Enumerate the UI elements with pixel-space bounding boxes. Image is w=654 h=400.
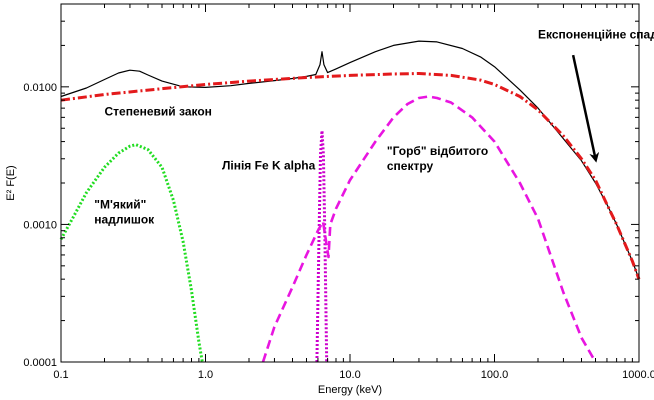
x-axis-label: Energy (keV) (318, 384, 382, 396)
x-tick-label: 100.0 (481, 369, 509, 381)
series-layer (59, 40, 641, 363)
cutoff-arrow (571, 54, 600, 163)
annotation-fe: Лінія Fe K alpha (222, 159, 316, 173)
y-tick-label: 0.0010 (23, 219, 57, 231)
ticks-layer: 0.1 1.0 10.0 100.0 1000.0 0.0001 0.0010 0.0100 (23, 3, 654, 381)
x-tick-label: 0.1 (53, 369, 68, 381)
x-tick-label: 1000.0 (622, 369, 654, 381)
annotation-powerlaw: Степеневий закон (104, 104, 211, 118)
series-line-total (60, 40, 640, 280)
series-line-power-law (60, 72, 641, 280)
annotation-layer: Експоненційне спадання Степеневий закон Лі… (94, 27, 654, 226)
series-line-reflection-hump (261, 95, 597, 363)
series-line-fe-line (315, 129, 329, 363)
series-line-soft-excess (59, 143, 204, 363)
annotation-cutoff: Експоненційне спадання (538, 27, 654, 41)
y-axis-label: E² F(E) (5, 165, 17, 200)
y-tick-label: 0.0100 (23, 82, 57, 94)
y-tick-label: 0.0001 (23, 357, 57, 369)
annotation-hump: "Горб" відбитого спектру (387, 144, 488, 173)
x-tick-label: 1.0 (198, 369, 213, 381)
annotation-soft: "М'який" надлишок (94, 198, 155, 227)
x-tick-label: 10.0 (339, 369, 360, 381)
